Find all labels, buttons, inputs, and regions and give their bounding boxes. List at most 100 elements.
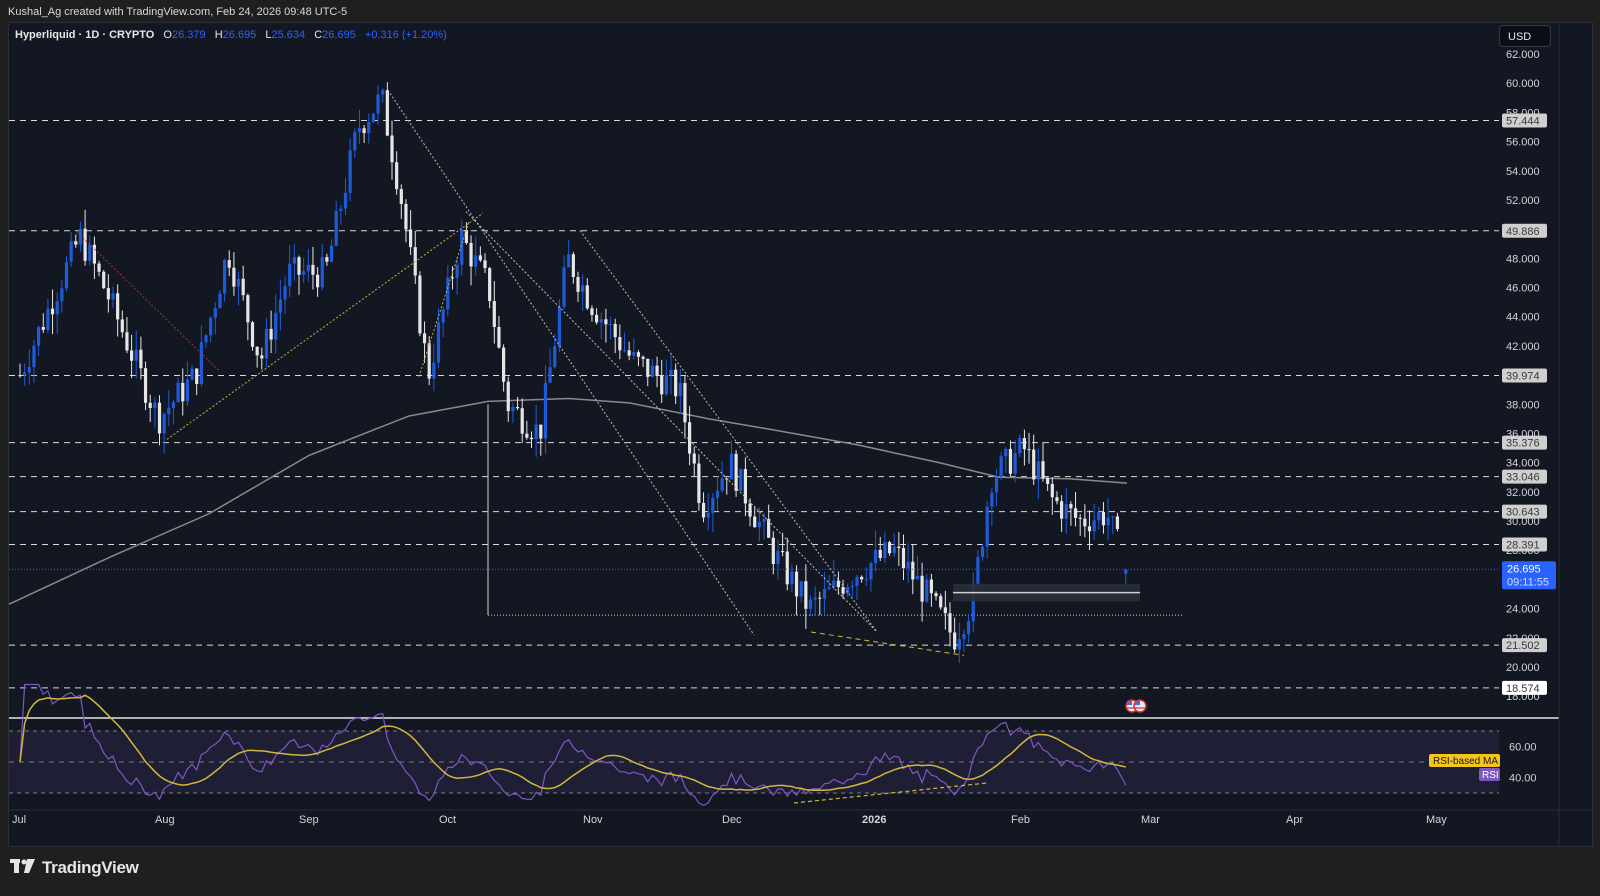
candle xyxy=(1078,517,1082,519)
symbol-legend: Hyperliquid · 1D · CRYPTO O26.379 H26.69… xyxy=(15,29,447,41)
candle xyxy=(571,254,575,278)
candle xyxy=(148,402,152,409)
level-price-text: 30.643 xyxy=(1506,507,1540,519)
candle xyxy=(418,275,422,334)
currency-button[interactable]: USD xyxy=(1499,25,1551,47)
bullish-divergence-price-line[interactable] xyxy=(810,631,965,656)
candle xyxy=(776,551,780,564)
open-label: O xyxy=(163,29,172,41)
level-price-text: 49.886 xyxy=(1506,226,1540,238)
candle xyxy=(250,322,255,347)
open-value: 26.379 xyxy=(171,29,206,41)
close-label: C xyxy=(314,29,323,41)
downtrend-line-3[interactable] xyxy=(579,230,878,633)
price-chart[interactable]: 62.00060.00058.00056.00054.00052.00050.0… xyxy=(9,23,1593,847)
candle xyxy=(678,383,682,397)
candle xyxy=(474,255,478,267)
rsi-ma-label-badge xyxy=(1429,754,1500,767)
candle xyxy=(515,407,520,409)
candle xyxy=(264,328,269,359)
candle xyxy=(306,264,310,272)
candle xyxy=(999,456,1003,478)
candle xyxy=(664,375,668,395)
candle xyxy=(1083,518,1087,527)
level-price-text: 39.974 xyxy=(1506,370,1540,382)
level-price-label xyxy=(1502,504,1547,519)
candle xyxy=(836,580,840,588)
time-axis-label: Sep xyxy=(299,814,319,826)
candle xyxy=(460,230,464,265)
high-value: 26.695 xyxy=(222,29,257,41)
candle xyxy=(432,362,436,379)
candle xyxy=(841,587,845,594)
candle xyxy=(869,563,873,580)
candle xyxy=(1041,461,1045,478)
candle xyxy=(1115,516,1119,529)
us-flag-event-icon[interactable] xyxy=(1125,699,1147,713)
candle xyxy=(302,271,306,275)
time-axis-label: Feb xyxy=(1011,814,1030,826)
level-price-text: 21.502 xyxy=(1506,640,1540,652)
level-price-label xyxy=(1502,469,1547,484)
candle xyxy=(929,579,933,594)
candle xyxy=(97,263,101,272)
candle xyxy=(27,367,31,373)
candle xyxy=(32,345,36,368)
price-tick: 54.000 xyxy=(1506,166,1540,178)
candle xyxy=(357,128,362,133)
level-price-text: 28.391 xyxy=(1506,540,1540,552)
candle xyxy=(125,332,129,351)
rising-wedge-line[interactable] xyxy=(418,221,470,377)
red-trend-line[interactable] xyxy=(76,231,220,372)
candle xyxy=(697,463,701,503)
candle xyxy=(953,632,957,650)
price-tick: 38.000 xyxy=(1506,399,1540,411)
candle xyxy=(599,319,603,323)
time-axis-label: Dec xyxy=(722,814,742,826)
candle xyxy=(976,557,980,584)
candle xyxy=(134,349,138,361)
candle xyxy=(199,342,203,385)
candle xyxy=(88,244,92,261)
level-price-label xyxy=(1502,223,1547,238)
bullish-divergence-rsi-line[interactable] xyxy=(793,782,988,804)
candle xyxy=(60,288,64,302)
candle xyxy=(334,211,338,246)
candle xyxy=(23,372,27,376)
candle xyxy=(381,90,385,95)
candle xyxy=(1036,461,1040,480)
downtrend-line-2[interactable] xyxy=(465,211,878,633)
candle xyxy=(925,579,929,602)
candle xyxy=(920,575,924,602)
candle xyxy=(715,490,720,498)
chart-panel[interactable]: 62.00060.00058.00056.00054.00052.00050.0… xyxy=(8,22,1593,847)
candle xyxy=(69,241,73,263)
candle xyxy=(50,308,55,315)
candle xyxy=(143,368,148,403)
candle xyxy=(83,228,87,261)
candle xyxy=(822,588,827,599)
attribution-bar: Kushal_Ag created with TradingView.com, … xyxy=(0,0,1600,22)
candle xyxy=(1069,504,1073,509)
candle xyxy=(855,576,859,586)
time-axis-label: Nov xyxy=(583,814,603,826)
candle xyxy=(362,128,366,134)
candle xyxy=(260,355,264,359)
candle xyxy=(441,309,445,323)
candle xyxy=(329,245,334,262)
candle xyxy=(743,469,747,504)
rsi-tick: 60.00 xyxy=(1509,742,1537,754)
symbol-name[interactable]: Hyperliquid · 1D · CRYPTO xyxy=(15,29,155,41)
uptrend-support-line[interactable] xyxy=(166,212,484,440)
candle xyxy=(395,162,399,190)
candle xyxy=(436,322,441,363)
candle xyxy=(213,308,217,318)
level-price-label xyxy=(1502,113,1547,128)
candle xyxy=(409,229,413,248)
candle xyxy=(957,639,961,650)
candle xyxy=(1111,516,1115,518)
downtrend-line-1[interactable] xyxy=(389,93,755,636)
candle xyxy=(1101,512,1106,526)
candle xyxy=(348,150,352,193)
candles-group xyxy=(18,82,1128,664)
